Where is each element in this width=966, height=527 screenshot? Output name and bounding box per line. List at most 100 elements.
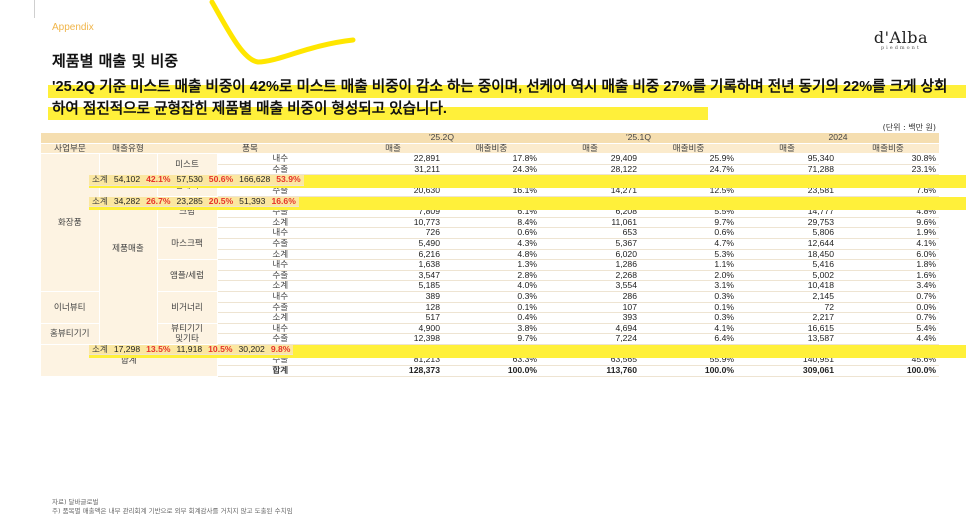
ratio-value: 10.5% xyxy=(205,344,236,356)
ratio-value: 4.1% xyxy=(640,323,737,335)
ratio-value: 0.1% xyxy=(443,302,540,314)
sales-value: 22,891 xyxy=(343,153,443,165)
ratio-value: 24.7% xyxy=(640,164,737,176)
ratio-value: 50.6% xyxy=(205,175,237,186)
item-mist: 미스트 xyxy=(157,153,218,176)
sales-value: 29,409 xyxy=(540,153,640,165)
method-note: 주) 품목별 매출액은 내부 관리회계 기반으로 외부 회계감사를 거치지 않고… xyxy=(52,507,293,515)
sales-value: 13,587 xyxy=(737,333,837,345)
sales-value: 23,581 xyxy=(737,185,837,197)
sales-value: 5,416 xyxy=(737,259,837,271)
ratio-value: 4.4% xyxy=(837,333,939,345)
row-type: 내수 xyxy=(217,259,343,271)
ratio-value: 0.3% xyxy=(640,291,737,303)
ratio-value: 1.1% xyxy=(640,259,737,271)
table-row: 소계 5,185 4.0% 3,554 3.1% 10,418 3.4% xyxy=(41,280,939,292)
row-type: 소계 xyxy=(89,175,111,186)
ratio-value: 3.8% xyxy=(443,323,540,335)
ratio-value: 1.6% xyxy=(837,270,939,282)
table-row: 수출 31,211 24.3% 28,122 24.7% 71,288 23.1% xyxy=(41,164,939,176)
row-type: 소계 xyxy=(217,249,343,261)
sales-value: 128 xyxy=(343,302,443,314)
table-row: 수출 20,630 16.1% 14,271 12.5% 23,581 7.6% xyxy=(41,185,939,197)
ratio-value: 55.9% xyxy=(640,354,737,367)
sales-value: 6,208 xyxy=(540,206,640,218)
highlight-band-1 xyxy=(48,85,966,98)
sales-value: 166,628 xyxy=(236,175,274,186)
ratio-value: 3.4% xyxy=(837,280,939,292)
sales-value: 393 xyxy=(540,312,640,324)
ratio-value: 16.6% xyxy=(268,196,299,208)
item-mask: 마스크팩 xyxy=(157,227,218,261)
sales-value: 81,213 xyxy=(343,354,443,367)
decorative-divider xyxy=(34,0,35,18)
table-row: 소계 54,102 42.1% 57,530 50.6% 166,628 53.9% xyxy=(89,175,966,189)
header-ratio: 매출비중 xyxy=(640,143,737,155)
header-blank xyxy=(41,133,343,144)
sales-value: 11,918 xyxy=(173,344,206,356)
table-row: 합계 128,373 100.0% 113,760 100.0% 309,061 100.0… xyxy=(41,365,939,377)
table-row: 수출 5,490 4.3% 5,367 4.7% 12,644 4.1% xyxy=(41,238,939,250)
sales-table: '25.2Q '25.1Q 2024 사업부문 매출유형 품목 매출 매출비중 매출 매출비중 매출… xyxy=(41,133,966,377)
row-type: 수출 xyxy=(217,185,343,197)
table-row: 소계 6,216 4.8% 6,020 5.3% 18,450 6.0% xyxy=(41,249,939,261)
table-row: 이너뷰티 비거너리 내수 389 0.3% 286 0.3% 2,145 0.7% xyxy=(41,291,939,324)
header-sales: 매출 xyxy=(737,143,837,155)
ratio-value: 9.7% xyxy=(640,217,737,229)
ratio-value: 6.1% xyxy=(443,206,540,218)
sales-value: 57,530 xyxy=(173,175,206,186)
header-row-periods: '25.2Q '25.1Q 2024 xyxy=(41,133,939,144)
row-type: 수출 xyxy=(217,238,343,250)
ratio-value: 42.1% xyxy=(143,175,174,186)
sales-value: 18,450 xyxy=(737,249,837,261)
ratio-value: 5.5% xyxy=(640,206,737,218)
ratio-value: 4.1% xyxy=(837,238,939,250)
header-period: '25.2Q xyxy=(343,133,540,144)
header-period: 2024 xyxy=(737,133,939,144)
ratio-value: 8.4% xyxy=(443,217,540,229)
sales-value: 14,777 xyxy=(737,206,837,218)
sales-value: 29,753 xyxy=(737,217,837,229)
sales-value: 31,211 xyxy=(343,164,443,176)
unit-label: (단위 : 백만 원) xyxy=(882,123,936,132)
sales-value: 30,202 xyxy=(235,344,268,356)
ratio-value: 2.8% xyxy=(443,270,540,282)
table-row: 앰플/세럼 내수 1,638 1.3% 1,286 1.1% 5,416 1.8% xyxy=(41,259,939,292)
ratio-value: 23.1% xyxy=(837,164,939,176)
ratio-value: 4.7% xyxy=(640,238,737,250)
sales-value: 5,490 xyxy=(343,238,443,250)
sales-value: 71,288 xyxy=(737,164,837,176)
sales-value: 10,418 xyxy=(737,280,837,292)
header-sales: 매출 xyxy=(343,143,443,155)
table-row: 수출 7,809 6.1% 6,208 5.5% 14,777 4.8% xyxy=(41,206,939,218)
business-inner-beauty: 이너뷰티 xyxy=(41,291,100,324)
table-row: 소계 17,298 13.5% 11,918 10.5% 30,202 9.8% xyxy=(89,344,966,358)
ratio-value: 5.3% xyxy=(640,249,737,261)
item-ampoule: 앰플/세럼 xyxy=(157,259,218,292)
table-row: 수출 12,398 9.7% 7,224 6.4% 13,587 4.4% xyxy=(41,333,939,345)
section-label: Appendix xyxy=(52,22,94,33)
brand-logo: d'Alba piedmont xyxy=(874,28,928,51)
sales-value: 34,282 xyxy=(110,196,144,208)
row-type: 내수 xyxy=(217,153,343,165)
row-type: 수출 xyxy=(217,164,343,176)
ratio-value: 25.9% xyxy=(640,153,737,165)
row-type: 수출 xyxy=(217,302,343,314)
ratio-value: 4.0% xyxy=(443,280,540,292)
ratio-value: 24.3% xyxy=(443,164,540,176)
ratio-value: 4.8% xyxy=(443,249,540,261)
sales-value: 5,002 xyxy=(737,270,837,282)
ratio-value: 45.6% xyxy=(837,354,939,367)
sales-value: 6,216 xyxy=(343,249,443,261)
sales-value: 107 xyxy=(540,302,640,314)
ratio-value: 9.6% xyxy=(837,217,939,229)
ratio-value: 0.0% xyxy=(837,302,939,314)
ratio-value: 20.5% xyxy=(205,196,237,208)
header-row-columns: 사업부문 매출유형 품목 매출 매출비중 매출 매출비중 매출 매출비중 xyxy=(41,143,939,155)
ratio-value: 0.6% xyxy=(640,227,737,239)
sales-value: 12,644 xyxy=(737,238,837,250)
ratio-value: 6.4% xyxy=(640,333,737,345)
ratio-value: 9.7% xyxy=(443,333,540,345)
sales-value: 5,185 xyxy=(343,280,443,292)
row-type: 내수 xyxy=(217,291,343,303)
